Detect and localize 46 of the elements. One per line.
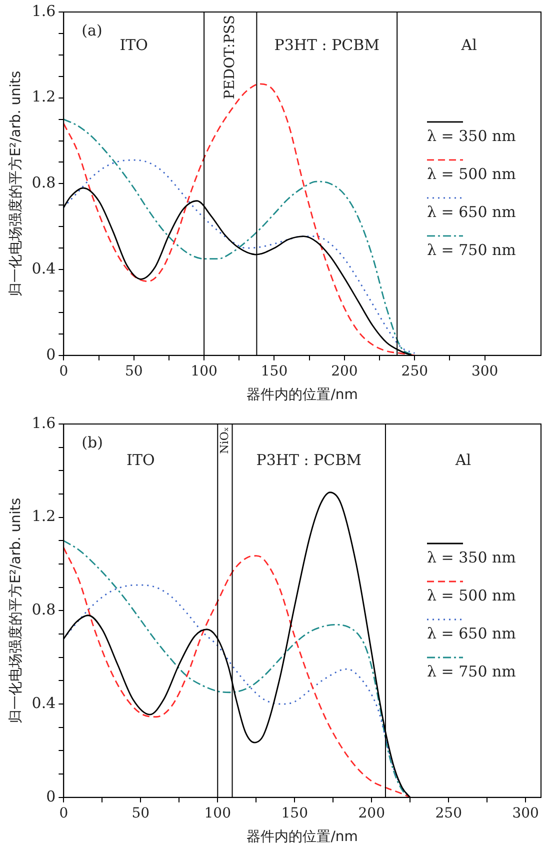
x-tick-label: 50	[132, 805, 150, 822]
annotation: P3HT : PCBM	[274, 36, 380, 54]
x-tick-label: 150	[260, 363, 288, 380]
annotation: (a)	[82, 21, 102, 40]
y-tick-label: 1.2	[32, 507, 56, 526]
y-axis-title: 归一化电场强度的平方E²/arb. units	[8, 70, 24, 297]
x-tick-label: 300	[512, 805, 539, 822]
x-tick-label: 0	[59, 363, 68, 380]
legend-label: λ = 500 nm	[427, 586, 516, 604]
annotation: NiOₓ	[218, 426, 231, 454]
legend-label: λ = 500 nm	[427, 164, 516, 183]
y-tick-label: 0.8	[32, 174, 56, 192]
x-tick-label: 200	[331, 363, 358, 380]
y-tick-label: 0.8	[32, 600, 56, 619]
x-tick-label: 0	[59, 805, 68, 822]
x-tick-label: 250	[401, 363, 428, 380]
annotation: P3HT : PCBM	[256, 451, 362, 470]
x-tick-label: 300	[471, 363, 498, 380]
x-tick-label: 50	[124, 363, 143, 380]
annotation: Al	[460, 36, 478, 54]
legend-label: λ = 750 nm	[427, 662, 516, 680]
x-tick-label: 100	[204, 805, 232, 822]
y-axis-title: 归一化电场强度的平方E²/arb. units	[8, 498, 24, 724]
x-tick-label: 250	[435, 805, 462, 822]
y-tick-label: 1.6	[32, 2, 56, 20]
annotation: PEDOT:PSS	[222, 15, 238, 100]
legend-label: λ = 650 nm	[427, 202, 516, 221]
x-axis-title: 器件内的位置/nm	[246, 387, 358, 404]
legend-label: λ = 650 nm	[427, 624, 516, 642]
x-tick-label: 200	[358, 805, 385, 822]
y-tick-label: 0.4	[32, 259, 56, 278]
annotation: Al	[454, 451, 472, 470]
x-tick-label: 150	[281, 805, 308, 822]
x-tick-label: 100	[190, 363, 218, 380]
legend-label: λ = 350 nm	[427, 548, 516, 566]
legend-label: λ = 350 nm	[427, 126, 516, 145]
annotation: ITO	[120, 36, 148, 54]
y-tick-label: 0	[46, 345, 56, 364]
y-tick-label: 1.6	[32, 414, 56, 432]
annotation: (b)	[82, 433, 103, 452]
legend-label: λ = 750 nm	[427, 240, 516, 259]
y-tick-label: 0	[46, 787, 56, 806]
y-tick-label: 0.4	[32, 694, 56, 712]
x-axis-title: 器件内的位置/nm	[246, 829, 358, 846]
annotation: ITO	[126, 451, 155, 470]
y-tick-label: 1.2	[32, 88, 56, 106]
